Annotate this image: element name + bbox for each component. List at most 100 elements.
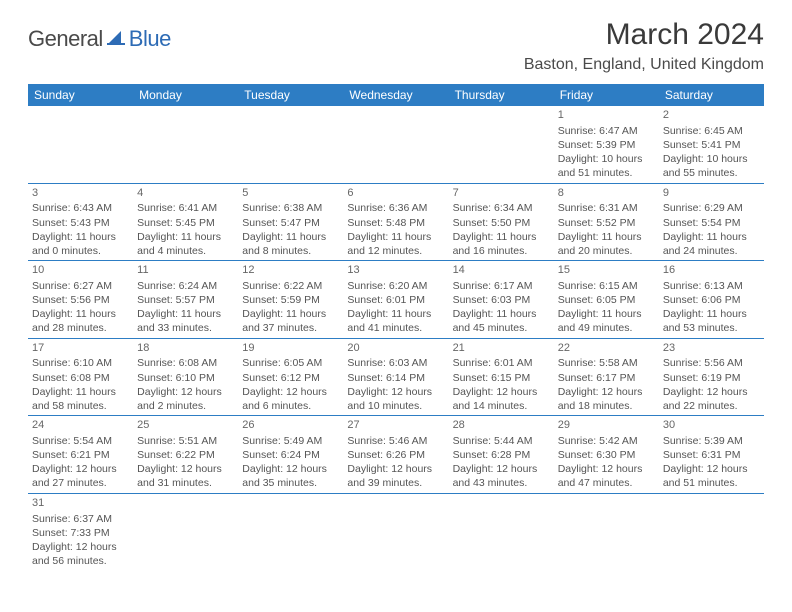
daylight1-text: Daylight: 12 hours [558, 462, 655, 476]
daylight2-text: and 51 minutes. [663, 476, 760, 490]
calendar-row: 24Sunrise: 5:54 AMSunset: 6:21 PMDayligh… [28, 416, 764, 494]
calendar-cell [343, 493, 448, 570]
weekday-header: Monday [133, 84, 238, 106]
sunrise-text: Sunrise: 6:47 AM [558, 124, 655, 138]
sunrise-text: Sunrise: 5:54 AM [32, 434, 129, 448]
calendar-cell [659, 493, 764, 570]
calendar-row: 31Sunrise: 6:37 AMSunset: 7:33 PMDayligh… [28, 493, 764, 570]
daylight2-text: and 53 minutes. [663, 321, 760, 335]
sunrise-text: Sunrise: 5:49 AM [242, 434, 339, 448]
sunset-text: Sunset: 6:06 PM [663, 293, 760, 307]
sunset-text: Sunset: 6:24 PM [242, 448, 339, 462]
sunrise-text: Sunrise: 6:24 AM [137, 279, 234, 293]
calendar-cell: 26Sunrise: 5:49 AMSunset: 6:24 PMDayligh… [238, 416, 343, 494]
daylight1-text: Daylight: 11 hours [663, 307, 760, 321]
daylight2-text: and 47 minutes. [558, 476, 655, 490]
daylight2-text: and 41 minutes. [347, 321, 444, 335]
sunrise-text: Sunrise: 6:20 AM [347, 279, 444, 293]
sunrise-text: Sunrise: 5:46 AM [347, 434, 444, 448]
calendar-cell [449, 493, 554, 570]
daylight1-text: Daylight: 11 hours [242, 307, 339, 321]
daylight2-text: and 56 minutes. [32, 554, 129, 568]
sunrise-text: Sunrise: 6:45 AM [663, 124, 760, 138]
sunrise-text: Sunrise: 6:15 AM [558, 279, 655, 293]
sunset-text: Sunset: 5:43 PM [32, 216, 129, 230]
daylight2-text: and 49 minutes. [558, 321, 655, 335]
calendar-row: 17Sunrise: 6:10 AMSunset: 6:08 PMDayligh… [28, 338, 764, 416]
daylight1-text: Daylight: 12 hours [32, 540, 129, 554]
daylight2-text: and 39 minutes. [347, 476, 444, 490]
sunrise-text: Sunrise: 6:22 AM [242, 279, 339, 293]
daylight1-text: Daylight: 12 hours [137, 462, 234, 476]
daylight1-text: Daylight: 12 hours [137, 385, 234, 399]
day-number: 2 [663, 108, 760, 123]
daylight1-text: Daylight: 11 hours [453, 307, 550, 321]
day-number: 30 [663, 418, 760, 433]
sunrise-text: Sunrise: 6:36 AM [347, 201, 444, 215]
calendar-cell: 23Sunrise: 5:56 AMSunset: 6:19 PMDayligh… [659, 338, 764, 416]
sunset-text: Sunset: 6:15 PM [453, 371, 550, 385]
daylight2-text: and 58 minutes. [32, 399, 129, 413]
weekday-header: Saturday [659, 84, 764, 106]
daylight2-text: and 37 minutes. [242, 321, 339, 335]
daylight2-text: and 43 minutes. [453, 476, 550, 490]
day-number: 9 [663, 186, 760, 201]
sunset-text: Sunset: 6:03 PM [453, 293, 550, 307]
daylight2-text: and 22 minutes. [663, 399, 760, 413]
logo: General Blue [28, 26, 171, 52]
daylight1-text: Daylight: 12 hours [347, 462, 444, 476]
calendar-cell: 16Sunrise: 6:13 AMSunset: 6:06 PMDayligh… [659, 261, 764, 339]
day-number: 8 [558, 186, 655, 201]
sunset-text: Sunset: 6:08 PM [32, 371, 129, 385]
day-number: 3 [32, 186, 129, 201]
daylight2-text: and 33 minutes. [137, 321, 234, 335]
sunset-text: Sunset: 5:45 PM [137, 216, 234, 230]
sunrise-text: Sunrise: 6:34 AM [453, 201, 550, 215]
day-number: 24 [32, 418, 129, 433]
calendar-cell [133, 493, 238, 570]
day-number: 23 [663, 341, 760, 356]
sunset-text: Sunset: 5:39 PM [558, 138, 655, 152]
weekday-header: Wednesday [343, 84, 448, 106]
sunrise-text: Sunrise: 6:17 AM [453, 279, 550, 293]
daylight2-text: and 14 minutes. [453, 399, 550, 413]
calendar-cell: 11Sunrise: 6:24 AMSunset: 5:57 PMDayligh… [133, 261, 238, 339]
daylight2-text: and 18 minutes. [558, 399, 655, 413]
day-number: 18 [137, 341, 234, 356]
weekday-header-row: Sunday Monday Tuesday Wednesday Thursday… [28, 84, 764, 106]
sunrise-text: Sunrise: 6:13 AM [663, 279, 760, 293]
daylight2-text: and 20 minutes. [558, 244, 655, 258]
daylight1-text: Daylight: 11 hours [32, 385, 129, 399]
day-number: 22 [558, 341, 655, 356]
daylight1-text: Daylight: 12 hours [242, 462, 339, 476]
sunset-text: Sunset: 6:30 PM [558, 448, 655, 462]
calendar-cell: 2Sunrise: 6:45 AMSunset: 5:41 PMDaylight… [659, 106, 764, 183]
day-number: 26 [242, 418, 339, 433]
weekday-header: Thursday [449, 84, 554, 106]
calendar-row: 1Sunrise: 6:47 AMSunset: 5:39 PMDaylight… [28, 106, 764, 183]
daylight2-text: and 55 minutes. [663, 166, 760, 180]
sunset-text: Sunset: 6:10 PM [137, 371, 234, 385]
calendar-cell: 3Sunrise: 6:43 AMSunset: 5:43 PMDaylight… [28, 183, 133, 261]
daylight2-text: and 12 minutes. [347, 244, 444, 258]
daylight1-text: Daylight: 11 hours [663, 230, 760, 244]
weekday-header: Friday [554, 84, 659, 106]
daylight2-text: and 6 minutes. [242, 399, 339, 413]
calendar-cell: 20Sunrise: 6:03 AMSunset: 6:14 PMDayligh… [343, 338, 448, 416]
day-number: 16 [663, 263, 760, 278]
calendar-cell: 19Sunrise: 6:05 AMSunset: 6:12 PMDayligh… [238, 338, 343, 416]
daylight1-text: Daylight: 12 hours [347, 385, 444, 399]
calendar-table: Sunday Monday Tuesday Wednesday Thursday… [28, 84, 764, 570]
weekday-header: Tuesday [238, 84, 343, 106]
calendar-body: 1Sunrise: 6:47 AMSunset: 5:39 PMDaylight… [28, 106, 764, 570]
calendar-cell [554, 493, 659, 570]
daylight1-text: Daylight: 12 hours [453, 385, 550, 399]
sunset-text: Sunset: 6:31 PM [663, 448, 760, 462]
sunset-text: Sunset: 6:17 PM [558, 371, 655, 385]
daylight1-text: Daylight: 11 hours [32, 307, 129, 321]
day-number: 15 [558, 263, 655, 278]
sail-icon [107, 29, 125, 50]
sunrise-text: Sunrise: 6:10 AM [32, 356, 129, 370]
sunset-text: Sunset: 5:50 PM [453, 216, 550, 230]
sunrise-text: Sunrise: 5:58 AM [558, 356, 655, 370]
